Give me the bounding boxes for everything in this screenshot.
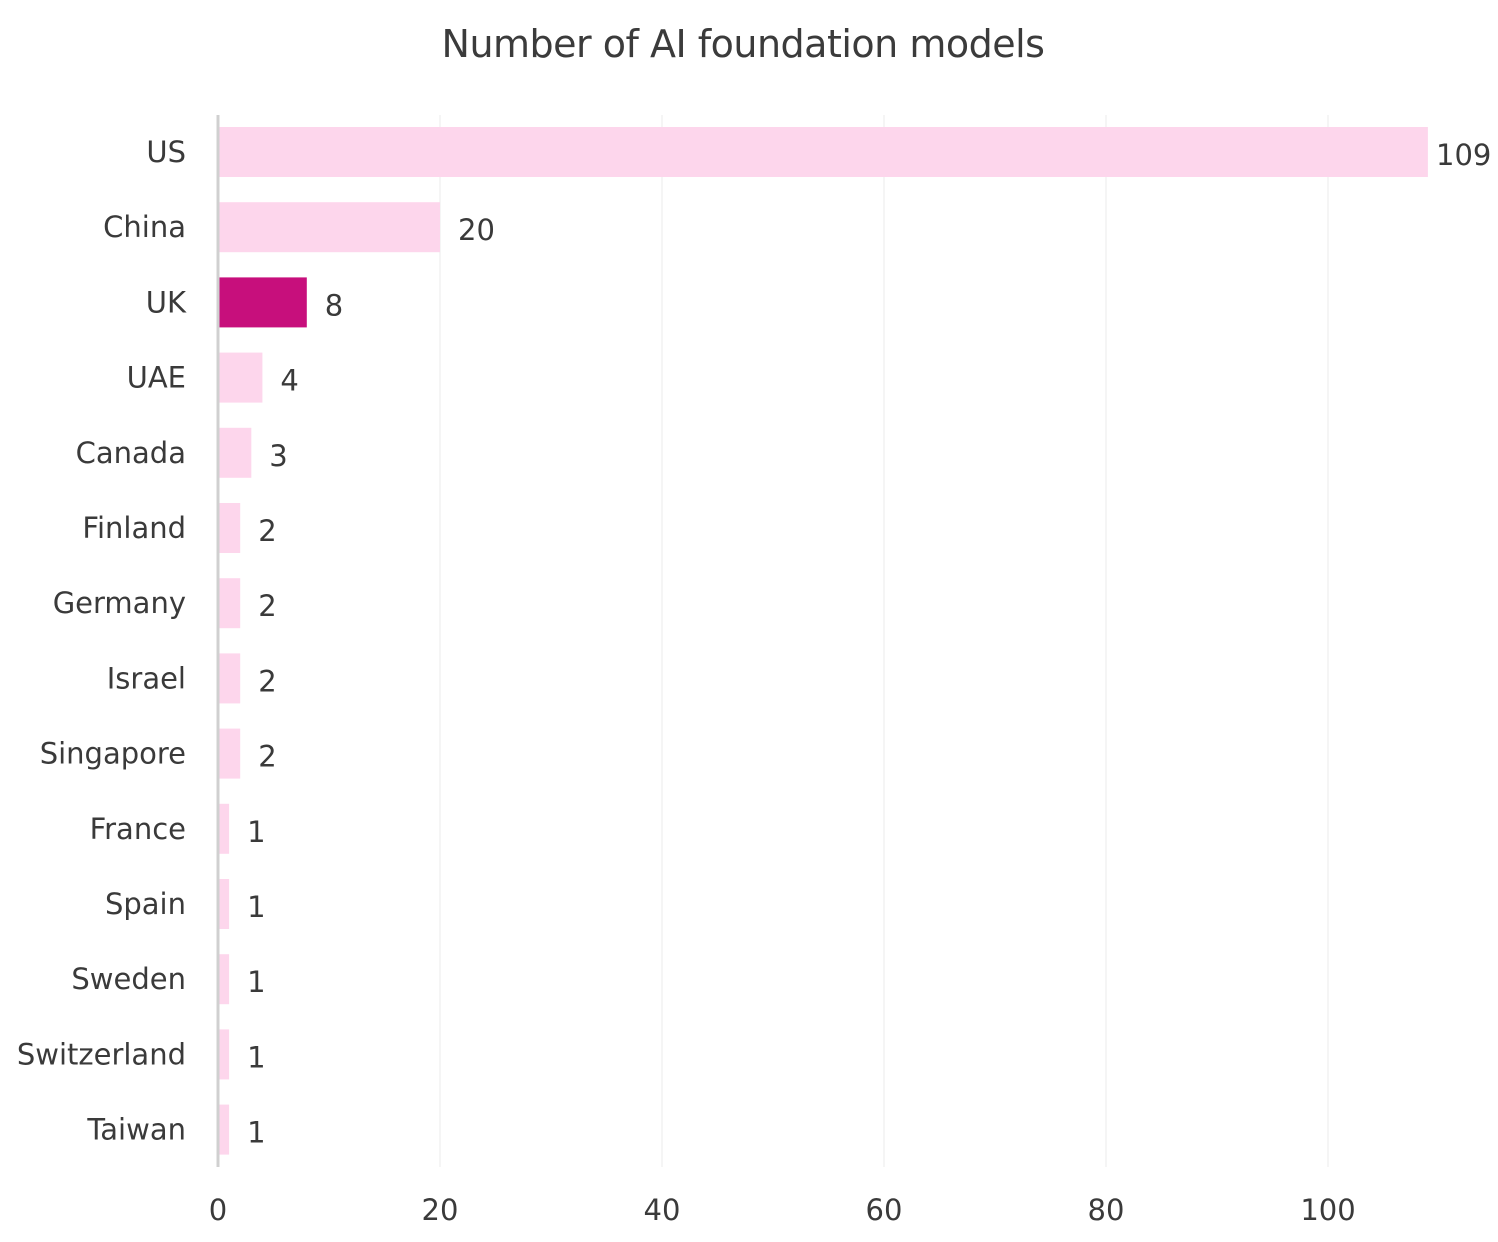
gridlines [439, 115, 1329, 1167]
data-label: 1 [247, 890, 265, 924]
value-labels: 109 20 8 4 3 2 2 2 2 1 1 1 1 1 [247, 138, 1491, 1150]
data-label: 2 [258, 514, 276, 548]
bar-taiwan [218, 1104, 230, 1155]
category-label: Finland [82, 511, 186, 545]
data-label: 1 [247, 1116, 265, 1150]
category-label: Sweden [71, 962, 186, 996]
category-label: Switzerland [17, 1037, 186, 1071]
x-tick-label: 80 [1088, 1193, 1125, 1227]
category-labels: US China UK UAE Canada Finland Germany Israel Si… [17, 135, 187, 1147]
bar-uae [218, 352, 263, 403]
bars [218, 127, 1428, 1155]
data-label: 2 [258, 664, 276, 698]
bar-canada [218, 427, 252, 478]
category-label: Taiwan [86, 1113, 186, 1147]
bar-france [218, 803, 230, 854]
category-label: UAE [127, 361, 186, 395]
data-label: 20 [458, 213, 495, 247]
category-label: France [90, 812, 186, 846]
data-label: 3 [269, 439, 287, 473]
bar-singapore [218, 728, 241, 779]
data-label: 4 [280, 364, 298, 398]
bar-us [218, 127, 1428, 177]
bar-switzerland [218, 1029, 230, 1080]
x-axis-ticks: 0 20 40 60 80 100 [209, 1193, 1356, 1227]
x-tick-label: 0 [209, 1193, 227, 1227]
bar-spain [218, 879, 230, 929]
data-label: 2 [258, 589, 276, 623]
category-label: US [146, 135, 186, 169]
data-label: 2 [258, 740, 276, 774]
category-label: Canada [76, 436, 186, 470]
data-label: 1 [247, 965, 265, 999]
bar-israel [218, 653, 241, 704]
category-label: Germany [53, 586, 186, 620]
data-label: 109 [1436, 138, 1491, 172]
x-tick-label: 40 [644, 1193, 681, 1227]
data-label: 8 [325, 288, 343, 322]
x-tick-label: 60 [866, 1193, 903, 1227]
category-label: UK [146, 285, 187, 319]
category-label: China [103, 210, 186, 244]
chart-title: Number of AI foundation models [441, 22, 1045, 66]
bar-sweden [218, 954, 230, 1005]
bar-finland [218, 503, 241, 553]
category-label: Spain [105, 887, 186, 921]
data-label: 1 [247, 1040, 265, 1074]
x-tick-label: 100 [1300, 1193, 1355, 1227]
category-label: Singapore [40, 737, 186, 771]
category-label: Israel [107, 661, 186, 695]
x-tick-label: 20 [422, 1193, 459, 1227]
data-label: 1 [247, 815, 265, 849]
bar-germany [218, 578, 241, 629]
bar-china [218, 202, 440, 253]
bar-uk [218, 277, 307, 328]
